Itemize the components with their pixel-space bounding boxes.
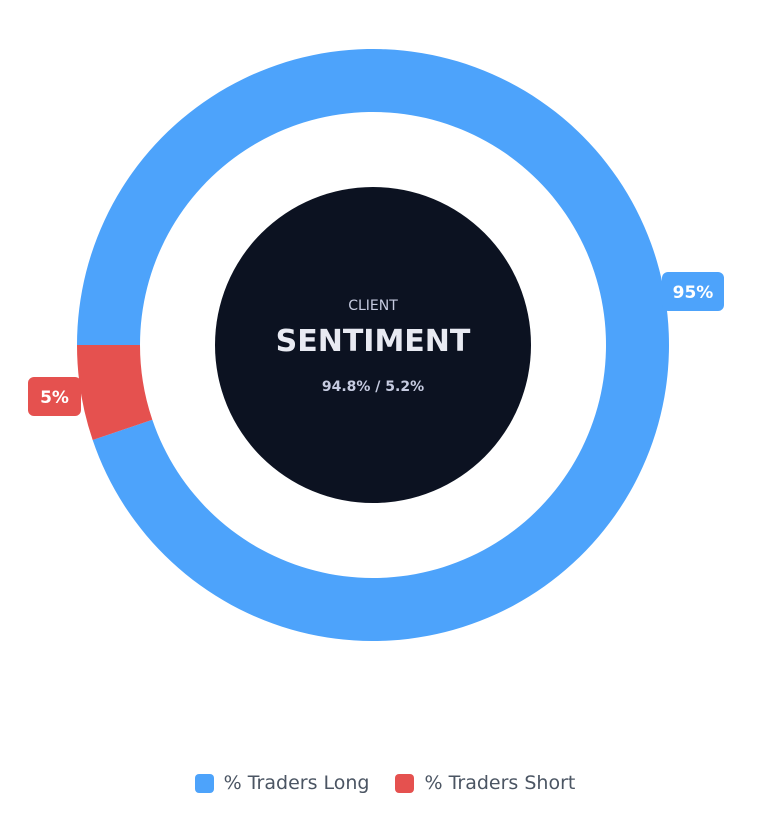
legend-label-long: % Traders Long [223,772,370,794]
legend-label-short: % Traders Short [424,772,576,794]
center-subtitle: 94.8% / 5.2% [322,379,424,395]
data-label-badge [662,272,724,311]
center-title: SENTIMENT [276,324,471,359]
chart-legend: % Traders Long % Traders Short [0,772,770,794]
data-label-long: 95% [662,272,724,311]
legend-swatch-long [194,773,214,793]
center-circle [215,187,531,503]
slice-traders-short[interactable] [77,345,153,440]
data-label-text: 95% [673,283,714,303]
legend-item-long[interactable]: % Traders Long [194,772,370,794]
donut-chart: CLIENT SENTIMENT 94.8% / 5.2% 95% 5% [28,48,724,641]
data-label-short: 5% [28,377,81,416]
center-overline: CLIENT [348,298,398,314]
legend-item-short[interactable]: % Traders Short [395,772,575,794]
data-label-text: 5% [40,388,69,408]
legend-swatch-short [395,773,415,793]
data-label-badge [28,377,81,416]
